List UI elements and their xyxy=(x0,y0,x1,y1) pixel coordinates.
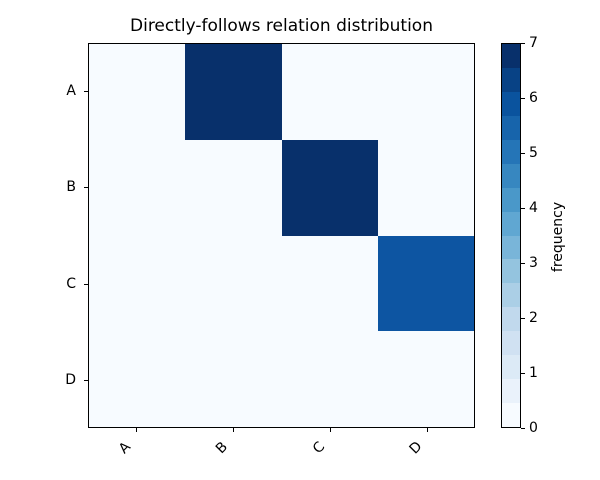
x-tick-label: C xyxy=(309,438,328,458)
colorbar-tick xyxy=(521,208,525,209)
heatmap-cell-B-C xyxy=(281,139,378,236)
y-tick-label: A xyxy=(66,83,76,100)
colorbar-tick-label: 4 xyxy=(529,200,538,216)
colorbar-band xyxy=(502,44,520,68)
x-tick-label: B xyxy=(213,438,232,458)
colorbar-band xyxy=(502,211,520,236)
colorbar-tick-label: 1 xyxy=(529,365,538,381)
y-tick xyxy=(84,379,88,381)
y-tick xyxy=(84,283,88,285)
colorbar-tick-label: 3 xyxy=(529,255,538,271)
colorbar-label: frequency xyxy=(550,201,566,273)
colorbar-tick-label: 5 xyxy=(529,145,538,161)
colorbar-band xyxy=(502,283,520,308)
colorbar-band xyxy=(502,139,520,164)
colorbar-band xyxy=(502,115,520,140)
x-tick xyxy=(329,428,331,432)
colorbar-band xyxy=(502,259,520,284)
colorbar-band xyxy=(502,187,520,212)
colorbar-tick-label: 2 xyxy=(529,310,538,326)
colorbar-tick xyxy=(521,373,525,374)
colorbar-band xyxy=(502,235,520,260)
colorbar-tick-label: 7 xyxy=(529,35,538,51)
x-tick xyxy=(426,428,428,432)
x-tick-label: D xyxy=(406,438,426,458)
y-tick xyxy=(84,91,88,93)
colorbar-band xyxy=(502,91,520,116)
y-tick-label: C xyxy=(66,275,76,292)
heatmap-cell-A-B xyxy=(185,44,282,140)
x-tick-label: A xyxy=(116,438,135,458)
colorbar-band xyxy=(502,355,520,380)
colorbar xyxy=(501,43,521,428)
y-tick-label: D xyxy=(65,371,76,388)
colorbar-band xyxy=(502,67,520,92)
colorbar-tick xyxy=(521,43,525,44)
colorbar-tick-label: 0 xyxy=(529,420,538,436)
y-tick-label: B xyxy=(66,179,76,196)
x-tick xyxy=(136,428,138,432)
colorbar-band xyxy=(502,403,520,427)
x-tick xyxy=(233,428,235,432)
heatmap-cell-C-D xyxy=(377,235,474,332)
chart-title: Directly-follows relation distribution xyxy=(130,16,433,36)
colorbar-tick xyxy=(521,153,525,154)
colorbar-tick xyxy=(521,263,525,264)
colorbar-tick xyxy=(521,98,525,99)
colorbar-tick xyxy=(521,428,525,429)
colorbar-band xyxy=(502,331,520,356)
colorbar-band xyxy=(502,163,520,188)
heatmap-axes xyxy=(88,43,475,428)
colorbar-band xyxy=(502,379,520,404)
colorbar-tick-label: 6 xyxy=(529,90,538,106)
colorbar-band xyxy=(502,307,520,332)
colorbar-tick xyxy=(521,318,525,319)
y-tick xyxy=(84,187,88,189)
